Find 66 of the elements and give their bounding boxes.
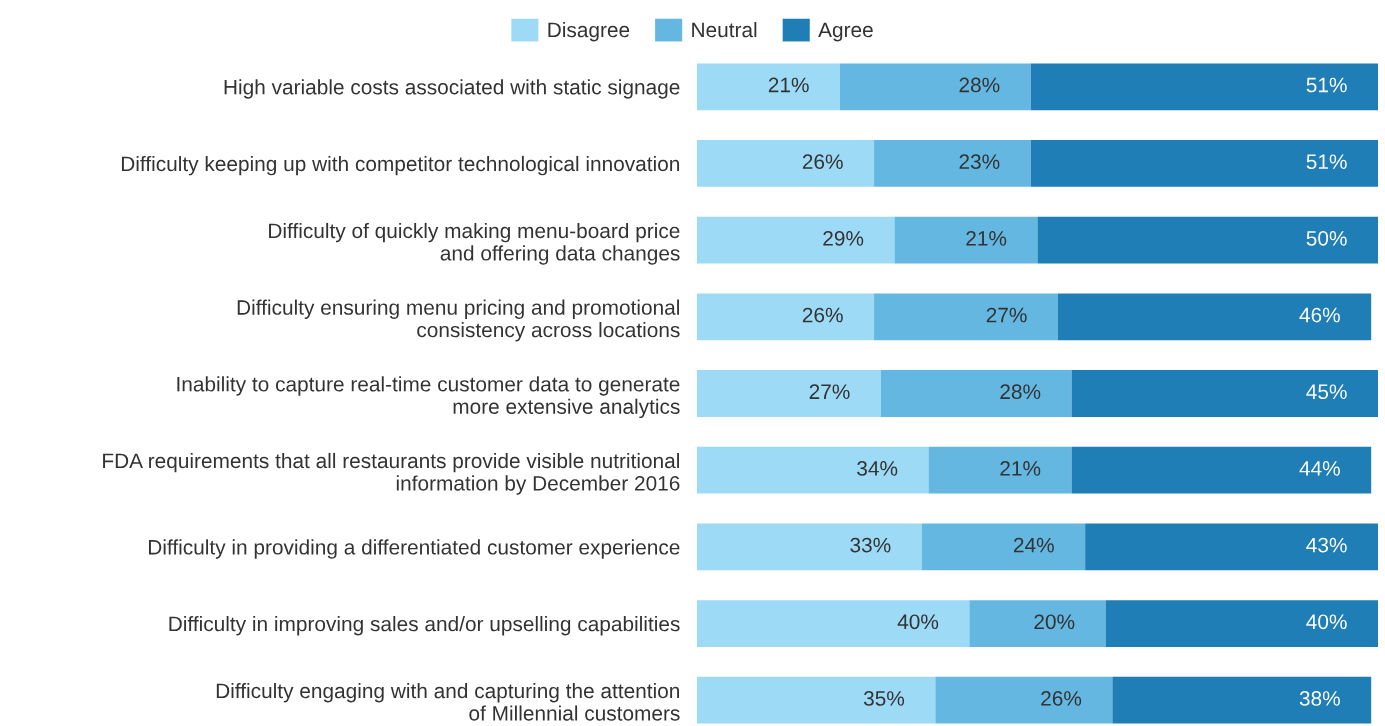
- data-label: 20%: [1034, 614, 1075, 630]
- y-tick-label: Difficulty in providing a differentiated customer experience: [148, 539, 680, 559]
- data-label: 35%: [863, 691, 905, 706]
- legend-label: Neutral: [692, 21, 757, 38]
- y-tick-label: Difficulty ensuring menu pricing and promotional consistency across locations: [237, 299, 680, 342]
- data-label: 40%: [1306, 614, 1347, 630]
- bar: [880, 370, 1072, 417]
- bar: [921, 523, 1086, 571]
- bar: [697, 600, 970, 647]
- y-tick-label: Difficulty engaging with and capturing the attention of Millennial customers: [216, 682, 680, 721]
- y-tick-label: High variable costs associated with static signage: [224, 79, 680, 99]
- bar: [874, 293, 1058, 341]
- bar: [697, 676, 936, 724]
- data-label: 27%: [809, 384, 850, 400]
- data-label: 27%: [986, 307, 1027, 323]
- data-label: 21%: [768, 77, 809, 93]
- bar: [1071, 446, 1372, 494]
- bar: [1071, 370, 1378, 417]
- data-label: 23%: [959, 154, 1000, 170]
- data-label: 34%: [857, 461, 898, 476]
- bar: [1085, 523, 1378, 571]
- y-tick-label: Difficulty keeping up with competitor technological innovation: [121, 155, 680, 176]
- data-label: 51%: [1306, 154, 1347, 170]
- bar: [935, 676, 1113, 724]
- bar: [697, 63, 841, 111]
- bar: [969, 600, 1106, 647]
- data-label: 44%: [1299, 461, 1340, 476]
- data-label: 28%: [1000, 384, 1041, 400]
- bar: [1105, 600, 1378, 647]
- data-label: 43%: [1306, 537, 1347, 553]
- y-tick-label: Difficulty of quickly making menu-board price and offering data changes: [269, 222, 680, 265]
- data-label: 26%: [1041, 691, 1082, 706]
- bar: [1112, 676, 1372, 724]
- legend-label: Disagree: [548, 21, 630, 42]
- data-label: 40%: [897, 614, 939, 630]
- bar: [1037, 216, 1378, 264]
- data-label: 45%: [1306, 384, 1347, 400]
- data-label: 24%: [1014, 537, 1054, 553]
- bar: [697, 523, 922, 571]
- data-label: 33%: [850, 537, 891, 553]
- y-tick-label: Difficulty in improving sales and/or upselling capabilities: [169, 616, 680, 636]
- data-label: 29%: [823, 230, 864, 246]
- bar: [840, 63, 1031, 111]
- bar: [697, 370, 881, 417]
- bar: [894, 216, 1038, 264]
- y-tick-label: FDA requirements that all restaurants provide visible nutritional information by December 2016: [103, 452, 680, 495]
- bar: [928, 446, 1072, 494]
- bar: [1030, 140, 1378, 187]
- bar: [697, 216, 895, 264]
- data-label: 51%: [1306, 77, 1347, 93]
- bar: [697, 446, 929, 494]
- data-label: 21%: [966, 230, 1007, 246]
- bar: [697, 293, 875, 341]
- data-label: 26%: [802, 154, 843, 170]
- y-tick-label: Inability to capture real-time customer data to generate more extensive analytics: [177, 376, 680, 419]
- legend-label: Agree: [818, 22, 873, 42]
- data-label: 50%: [1306, 230, 1347, 246]
- bar: [1030, 63, 1378, 111]
- bar: [1057, 293, 1372, 341]
- bar: [874, 140, 1031, 187]
- bar: [697, 140, 875, 187]
- data-label: 28%: [959, 77, 1000, 93]
- data-label: 26%: [802, 307, 843, 323]
- data-label: 21%: [1000, 461, 1041, 476]
- data-label: 46%: [1299, 307, 1340, 323]
- data-label: 38%: [1299, 691, 1340, 706]
